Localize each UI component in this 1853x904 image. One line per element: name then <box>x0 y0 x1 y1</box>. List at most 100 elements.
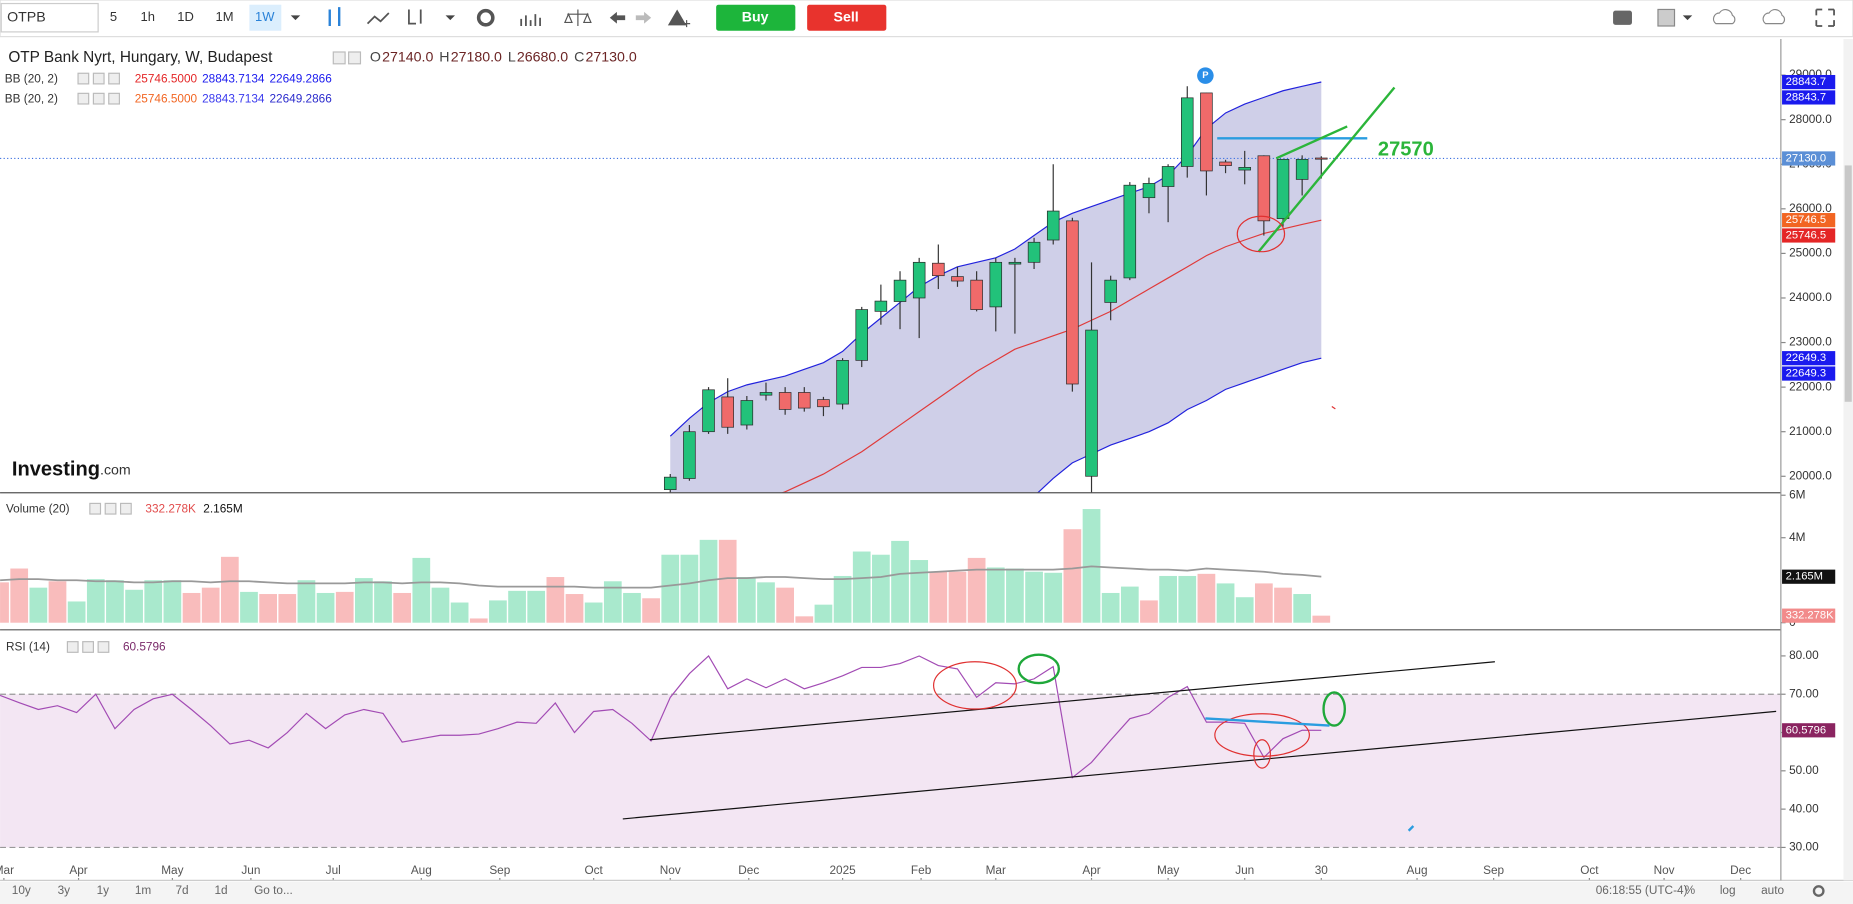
candle-body <box>663 476 677 491</box>
volume-bar <box>201 587 220 623</box>
candle-body <box>1027 241 1041 263</box>
candle-body <box>1161 166 1175 187</box>
y-tick-label: 24000.0 <box>1789 290 1832 304</box>
volume-bar <box>106 580 124 623</box>
volume-bar <box>355 578 373 623</box>
x-tick-label: May <box>1157 863 1179 877</box>
price-badge <box>1782 228 1836 243</box>
scrollbar[interactable] <box>1843 38 1853 881</box>
candle-body <box>817 399 830 408</box>
cloud-down-icon[interactable] <box>1712 9 1736 25</box>
symbol-box[interactable] <box>0 2 99 33</box>
volume-bar <box>240 591 258 623</box>
candle-body <box>759 392 773 396</box>
x-tick-label: Mar <box>0 863 14 877</box>
volume-bar <box>1044 572 1063 623</box>
draw-icon[interactable] <box>408 9 422 25</box>
price-badge-label: 332.278K <box>1786 610 1835 622</box>
volume-bar <box>393 592 412 623</box>
volume-bar <box>546 577 565 623</box>
indicators-icon[interactable] <box>520 14 541 26</box>
sell-button[interactable] <box>807 4 887 31</box>
legend-icons <box>66 51 362 653</box>
volume-bar <box>0 582 9 623</box>
line-icon[interactable] <box>366 12 390 25</box>
volume-bar <box>565 594 584 623</box>
rsi-line <box>0 655 1322 779</box>
range-button[interactable]: 10y <box>12 883 31 897</box>
alert-icon[interactable] <box>667 9 691 28</box>
volume-bar <box>699 539 718 623</box>
volume-bar <box>182 592 201 623</box>
volume-bar <box>10 568 29 623</box>
candle-body <box>893 279 907 302</box>
y-tick-label: 26000.0 <box>1789 201 1832 215</box>
range-button[interactable]: 7d <box>175 883 188 897</box>
range-button[interactable]: 1y <box>97 883 110 897</box>
fullscreen-icon[interactable] <box>1815 8 1835 27</box>
indicator-value: 25746.5000 <box>135 71 198 85</box>
y-tick-label: 21000.0 <box>1789 424 1832 438</box>
compare-icon[interactable] <box>564 9 592 26</box>
candle-body <box>1008 261 1022 265</box>
cloud-up-icon[interactable] <box>1762 9 1786 25</box>
candle-body <box>970 279 983 310</box>
candle-body <box>1200 92 1213 172</box>
volume-bar <box>757 582 775 623</box>
scroll-thumb[interactable] <box>1844 165 1852 402</box>
scale-option[interactable]: % <box>1685 883 1696 897</box>
ohlc-label: H <box>439 50 449 66</box>
volume-bar <box>661 554 680 623</box>
x-tick-label: Oct <box>1580 863 1599 877</box>
volume-bar <box>623 592 641 623</box>
interval[interactable]: 1h <box>141 9 155 24</box>
redo-icon[interactable] <box>635 11 652 24</box>
x-tick-label: Mar <box>986 863 1006 877</box>
volume-bar <box>412 557 431 623</box>
ohlc-value: 27180.0 <box>451 50 502 66</box>
settings-icon[interactable] <box>476 8 495 27</box>
buy-button[interactable] <box>716 4 796 31</box>
ohlc-value: 27140.0 <box>382 50 433 66</box>
volume-bar <box>833 575 852 623</box>
goto-button[interactable]: Go to... <box>254 883 293 897</box>
volume-bar <box>1006 568 1024 623</box>
range-button[interactable]: 1m <box>135 883 152 897</box>
candle-icon[interactable] <box>328 7 341 26</box>
ohlc-label: L <box>508 50 516 66</box>
layout-icon[interactable] <box>1657 8 1676 27</box>
camera-icon[interactable] <box>1613 10 1632 25</box>
undo-icon[interactable] <box>609 11 626 24</box>
interval[interactable]: 5 <box>110 9 117 24</box>
footer-settings[interactable] <box>1812 885 1825 897</box>
scale-option[interactable]: log <box>1720 883 1736 897</box>
buy-label: Buy <box>742 9 769 25</box>
y-tick-label: 80.00 <box>1789 648 1819 662</box>
interval[interactable]: 1M <box>216 9 234 24</box>
x-tick-label: Oct <box>584 863 603 877</box>
range-button[interactable]: 1d <box>214 883 227 897</box>
scale-option[interactable]: auto <box>1761 883 1784 897</box>
candle-body <box>798 392 811 409</box>
range-button[interactable]: 3y <box>58 883 71 897</box>
ohlc-label: C <box>574 50 584 66</box>
candle-body <box>1276 158 1290 219</box>
candle-body <box>1238 167 1251 171</box>
rsi-band <box>0 694 1781 848</box>
upper-band <box>669 81 1322 437</box>
y-tick-label: 70.00 <box>1789 686 1819 700</box>
volume-bar <box>508 590 526 623</box>
volume-legend: Volume (20) <box>6 501 70 515</box>
x-tick-label: Nov <box>1654 863 1675 877</box>
interval[interactable]: 1W <box>255 9 275 24</box>
x-tick-label: Dec <box>1730 863 1751 877</box>
price-badge-label: 28843.7 <box>1786 91 1827 103</box>
logo: Investing.com <box>12 459 131 481</box>
candle-body <box>1066 220 1079 385</box>
y-tick-label: 6M <box>1789 487 1805 501</box>
interval[interactable]: 1D <box>177 9 194 24</box>
volume-bar <box>316 592 335 623</box>
candle-body <box>702 389 715 433</box>
footer-items: 10y 3y 1y 1m 7d 1d Go to...% log auto <box>12 883 1785 897</box>
